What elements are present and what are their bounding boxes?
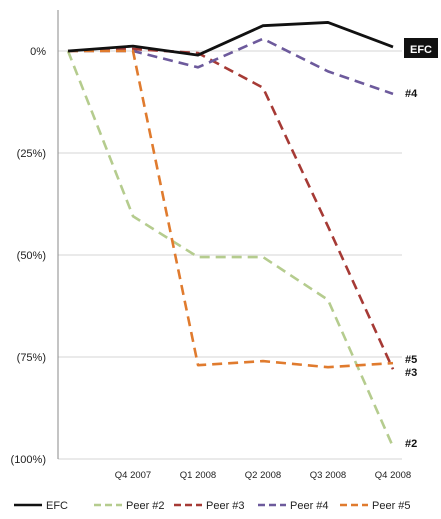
legend-label-peer-5: Peer #5 bbox=[372, 500, 411, 512]
x-tick-label: Q2 2008 bbox=[245, 470, 281, 481]
legend: EFC Peer #2 Peer #3 Peer #4 Peer #5 bbox=[14, 500, 411, 512]
y-tick-label: (75%) bbox=[17, 352, 46, 364]
series-lines bbox=[66, 21, 395, 448]
y-tick-label: (100%) bbox=[11, 454, 46, 466]
y-tick-label: (25%) bbox=[17, 148, 46, 160]
series-line-peer-3 bbox=[67, 47, 395, 370]
end-label-5: #5 bbox=[405, 354, 417, 366]
series-line-peer-2 bbox=[66, 50, 395, 448]
x-tick-label: Q3 2008 bbox=[310, 470, 346, 481]
y-tick-label: (50%) bbox=[17, 250, 46, 262]
series-line-peer-5 bbox=[68, 49, 394, 369]
gridlines bbox=[58, 50, 402, 460]
end-label-4: #4 bbox=[405, 88, 418, 100]
end-label-3: #3 bbox=[405, 367, 417, 379]
end-labels: #2 #3 #4 #5 EFC bbox=[404, 38, 438, 450]
x-tick-label: Q1 2008 bbox=[180, 470, 216, 481]
efc-label-background bbox=[404, 38, 438, 58]
x-tick-label: Q4 2007 bbox=[115, 470, 151, 481]
x-axis-ticks: Q4 2007 Q1 2008 Q2 2008 Q3 2008 Q4 2008 bbox=[115, 470, 411, 481]
y-tick-label: 0% bbox=[30, 46, 46, 58]
end-label-2: #2 bbox=[405, 438, 417, 450]
end-label-efc: EFC bbox=[410, 44, 432, 56]
legend-label-peer-2: Peer #2 bbox=[126, 500, 165, 512]
y-axis-ticks: 0% (25%) (50%) (75%) (100%) bbox=[11, 46, 47, 466]
legend-label-peer-4: Peer #4 bbox=[290, 500, 329, 512]
legend-label-peer-3: Peer #3 bbox=[206, 500, 245, 512]
series-line-efc bbox=[67, 21, 394, 57]
legend-label-efc: EFC bbox=[46, 500, 68, 512]
x-tick-label: Q4 2008 bbox=[375, 470, 411, 481]
